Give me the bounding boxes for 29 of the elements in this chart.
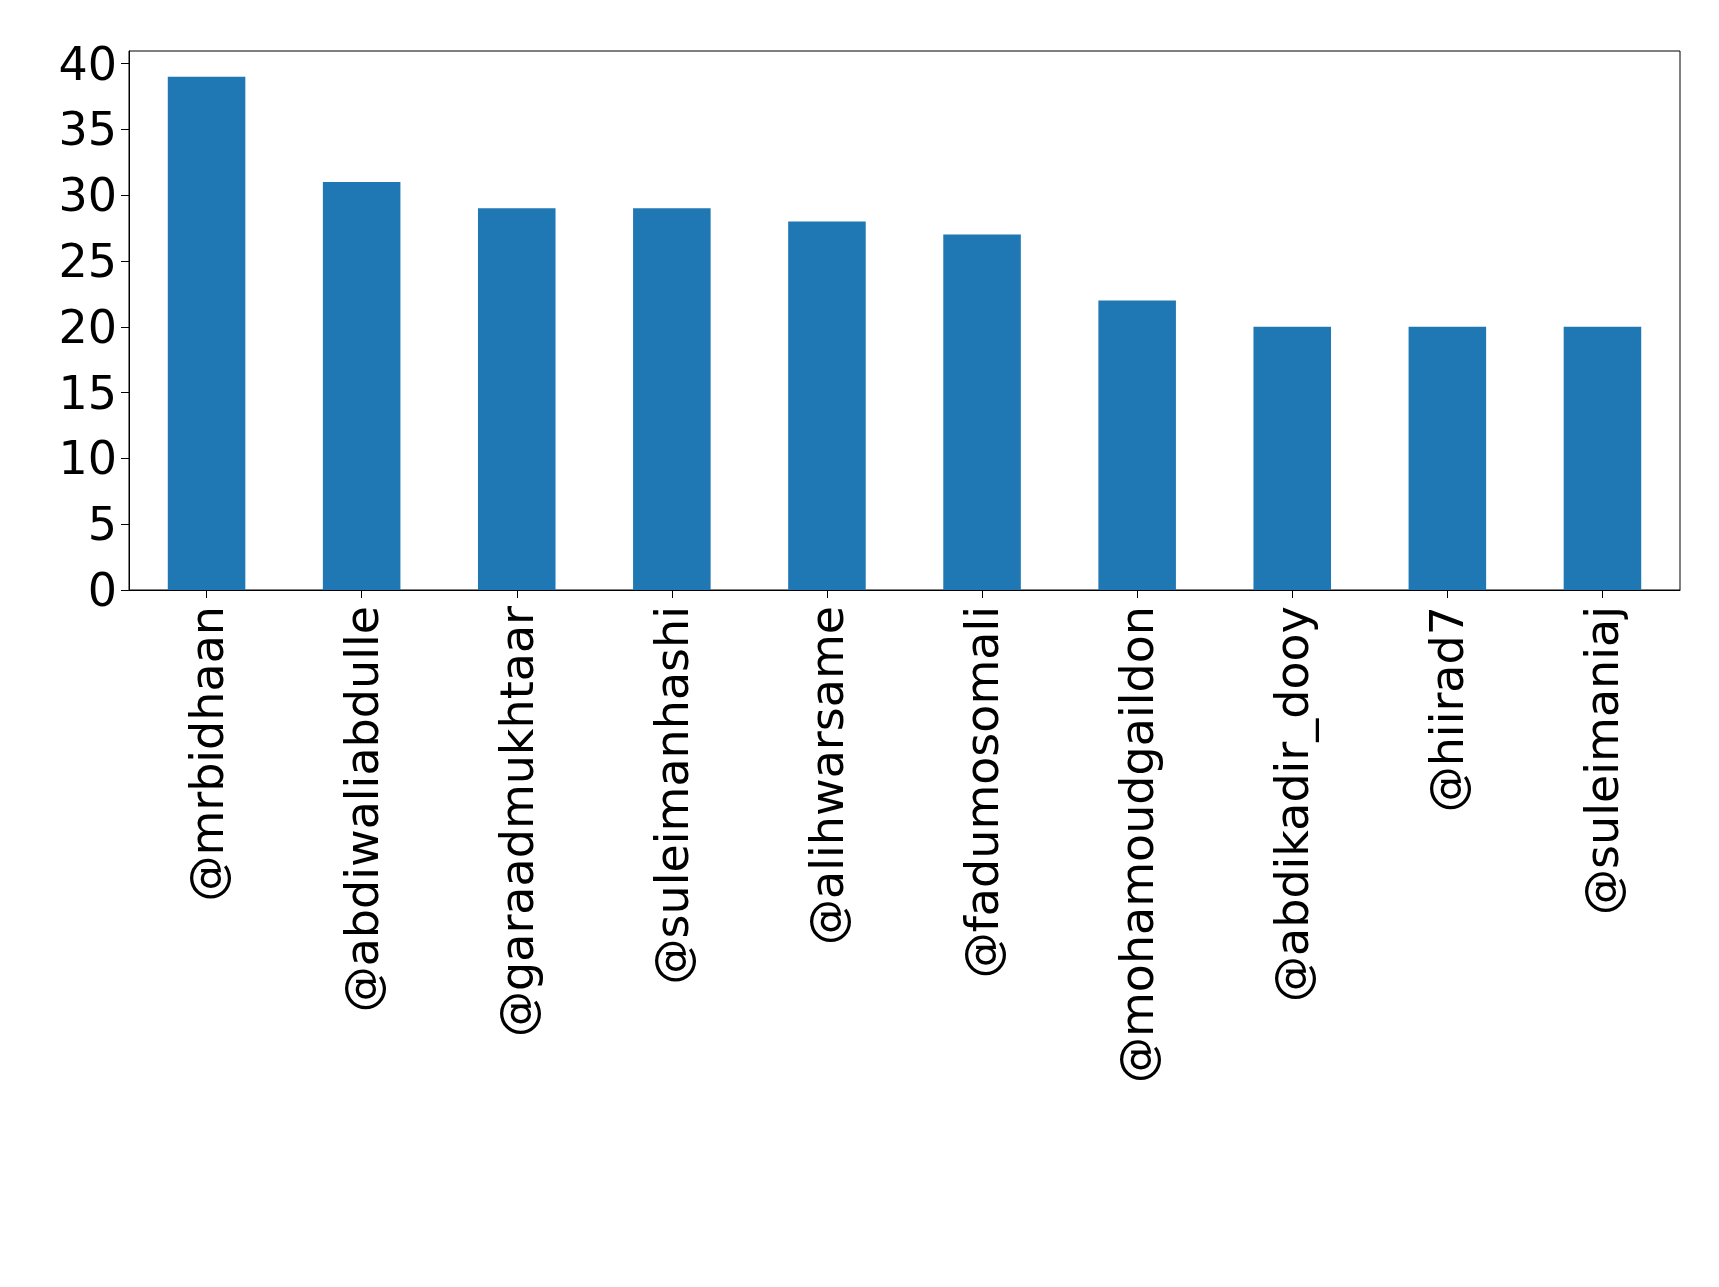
- x-tick-label: @hiirad7: [1420, 606, 1475, 813]
- y-tick-label: 0: [87, 563, 117, 617]
- bar: [322, 181, 401, 590]
- bar: [788, 221, 866, 590]
- x-tick-label: @abdikadir_dooy: [1265, 606, 1320, 1002]
- bar: [477, 208, 556, 590]
- x-tick-label: @garaadmukhtaar: [489, 605, 544, 1037]
- bar: [1253, 326, 1332, 590]
- y-tick-label: 15: [58, 365, 117, 420]
- x-tick-label: @mohamoudgaildon: [1110, 606, 1165, 1084]
- x-tick-label: @mrbidhaan: [179, 606, 234, 902]
- bar: [943, 234, 1021, 590]
- x-tick-label: @alihwarsame: [799, 606, 854, 945]
- x-tick-label: @fadumosomali: [955, 606, 1010, 979]
- bar: [1098, 300, 1176, 590]
- y-tick-label: 30: [58, 168, 117, 223]
- y-tick-label: 5: [87, 497, 117, 552]
- bar: [1563, 326, 1642, 590]
- x-tick-label: @suleimanhashi: [644, 606, 699, 985]
- x-tick-label: @suleimaniaj: [1575, 606, 1630, 915]
- y-tick-label: 25: [58, 233, 117, 288]
- bar: [633, 208, 711, 590]
- y-tick-label: 10: [58, 431, 117, 486]
- y-tick-label: 35: [58, 102, 117, 157]
- y-tick-label: 40: [58, 36, 117, 91]
- bar: [1408, 326, 1487, 590]
- x-tick-label: @abdiwaliabdulle: [334, 606, 389, 1013]
- y-tick-label: 20: [58, 299, 117, 354]
- bar: [167, 76, 246, 590]
